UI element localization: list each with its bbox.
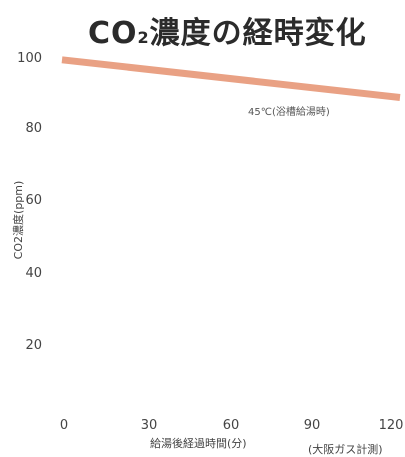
y-axis-label: CO2濃度(ppm) [12, 180, 25, 260]
x-tick-label: 60 [222, 418, 240, 433]
y-tick-label: 40 [25, 266, 42, 281]
title-main: CO [88, 16, 138, 51]
source-note: (大阪ガス計測) [308, 443, 383, 456]
title-rest: 濃度の経時変化 [149, 16, 367, 51]
x-tick-label: 0 [59, 418, 69, 433]
y-tick-label: 100 [17, 51, 42, 66]
series-line [61, 56, 401, 101]
x-tick-label: 30 [140, 418, 158, 433]
x-axis-label: 給湯後経過時間(分) [150, 437, 247, 450]
title-subscript: 2 [137, 28, 150, 47]
y-tick-label: 60 [25, 193, 42, 208]
x-tick-label: 90 [303, 418, 321, 433]
series-label: 45℃(浴槽給湯時) [248, 107, 330, 118]
y-tick-label: 20 [25, 338, 42, 353]
y-tick-label: 80 [25, 121, 42, 136]
chart-title: CO2濃度の経時変化 [88, 8, 367, 52]
x-tick-label: 120 [378, 418, 404, 433]
